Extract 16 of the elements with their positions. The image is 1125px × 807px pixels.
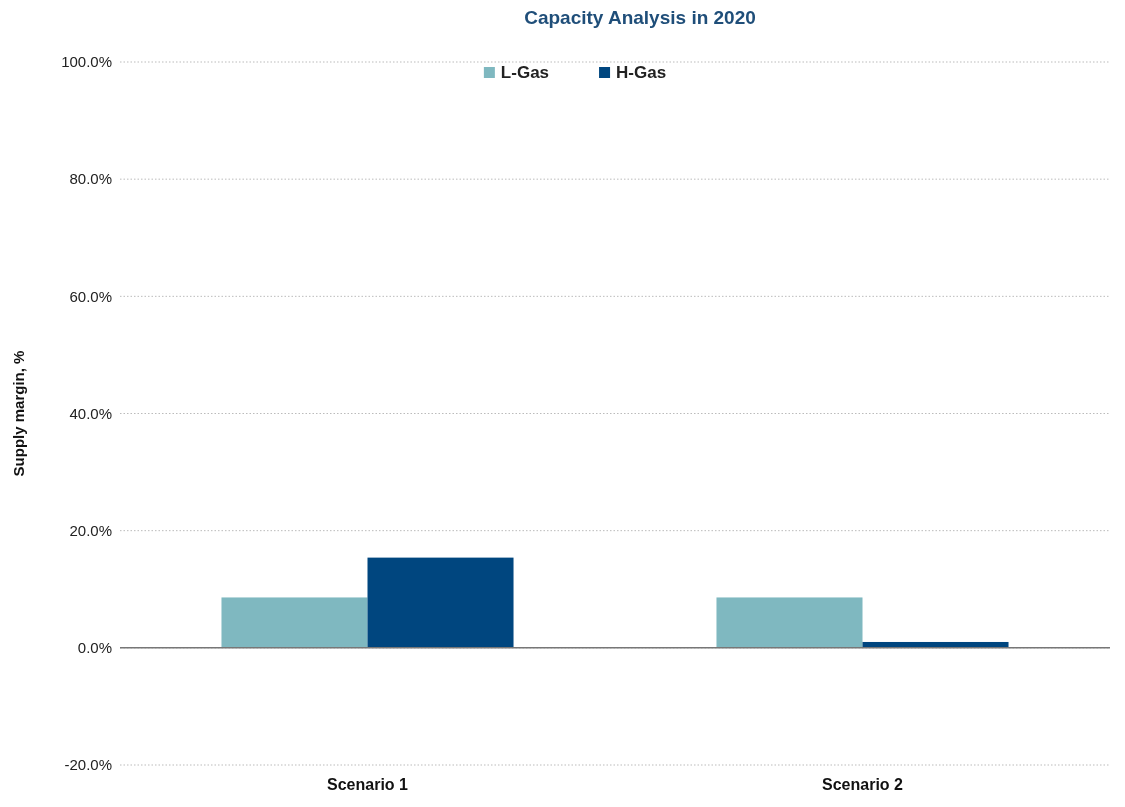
y-tick-label: 0.0% xyxy=(77,639,112,657)
bar xyxy=(367,557,514,648)
y-tick-label: 100.0% xyxy=(61,53,112,71)
legend-label: H-Gas xyxy=(616,63,667,82)
bar xyxy=(221,597,368,648)
bar xyxy=(716,597,863,648)
chart-title: Capacity Analysis in 2020 xyxy=(524,7,756,28)
y-tick-label: 20.0% xyxy=(69,521,112,539)
y-tick-label: 60.0% xyxy=(69,287,112,305)
y-axis-title: Supply margin, % xyxy=(10,350,27,477)
y-tick-label: 80.0% xyxy=(69,170,112,188)
y-tick-label: -20.0% xyxy=(64,756,112,774)
legend-label: L-Gas xyxy=(500,63,550,82)
x-tick-label: Scenario 2 xyxy=(822,776,904,794)
x-tick-label: Scenario 1 xyxy=(327,776,409,794)
y-tick-label: 40.0% xyxy=(69,404,112,422)
